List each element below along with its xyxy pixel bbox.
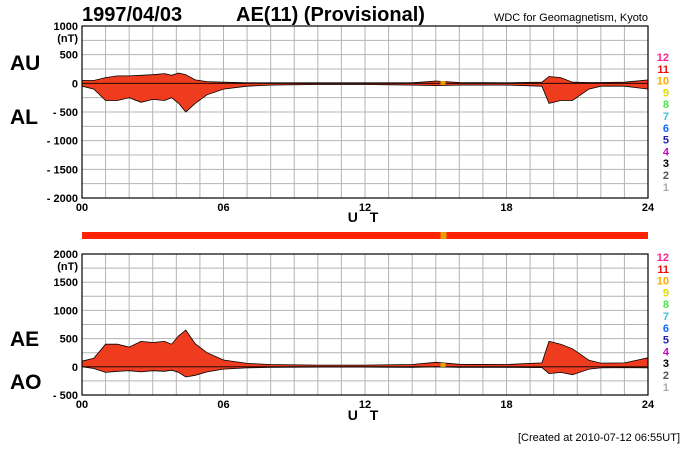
legend-label: 10 xyxy=(657,76,669,88)
y-tick-label: 500 xyxy=(60,334,78,346)
x-tick-label: 18 xyxy=(500,399,512,411)
x-tick-label: 24 xyxy=(642,202,655,214)
legend-label: 2 xyxy=(663,170,669,182)
legend-label: 12 xyxy=(657,252,669,264)
legend-label: 2 xyxy=(663,370,669,382)
legend-label: 6 xyxy=(663,123,669,135)
series-label-au: AU xyxy=(10,52,40,75)
y-tick-label: 0 xyxy=(72,362,78,374)
x-tick-label: 12 xyxy=(359,399,371,411)
y-tick-label: - 2000 xyxy=(47,193,78,205)
plot-frame xyxy=(81,25,649,199)
station-count-marker xyxy=(440,232,447,239)
y-unit-label: (nT) xyxy=(57,261,78,273)
y-unit-label: (nT) xyxy=(57,33,78,45)
legend-label: 11 xyxy=(657,64,669,76)
date-title: 1997/04/03 xyxy=(82,4,183,26)
series-label-al: AL xyxy=(10,106,38,129)
y-tick-label: 2000 xyxy=(54,249,78,261)
y-tick-label: 1000 xyxy=(54,305,78,317)
y-tick-label: 0 xyxy=(72,78,78,90)
series-label-ae: AE xyxy=(10,328,39,351)
legend-label: 4 xyxy=(663,146,670,158)
x-tick-label: 00 xyxy=(76,202,88,214)
y-tick-label: 1500 xyxy=(54,277,78,289)
y-tick-label: - 500 xyxy=(53,107,78,119)
y-tick-label: 500 xyxy=(60,50,78,62)
x-tick-label: 24 xyxy=(642,399,655,411)
legend-label: 11 xyxy=(657,264,669,276)
x-tick-label: 06 xyxy=(217,399,229,411)
legend-label: 9 xyxy=(663,287,669,299)
y-tick-label: - 1500 xyxy=(47,164,78,176)
station-count-bar xyxy=(82,232,648,239)
x-tick-label: 06 xyxy=(217,202,229,214)
legend-label: 3 xyxy=(663,358,669,370)
legend-label: 3 xyxy=(663,158,669,170)
legend-label: 10 xyxy=(657,276,669,288)
legend-label: 9 xyxy=(663,87,669,99)
legend-label: 4 xyxy=(663,346,670,358)
legend-label: 1 xyxy=(663,382,669,394)
created-timestamp: [Created at 2010-07-12 06:55UT] xyxy=(517,432,680,444)
x-tick-label: 00 xyxy=(76,399,88,411)
x-tick-label: 18 xyxy=(500,202,512,214)
station-count-marker-top xyxy=(440,81,446,85)
legend-label: 1 xyxy=(663,182,669,194)
station-count-marker-bottom xyxy=(440,363,446,367)
legend-label: 6 xyxy=(663,323,669,335)
series-label-ao: AO xyxy=(10,371,42,394)
x-axis-label: U T xyxy=(348,407,383,423)
x-tick-label: 12 xyxy=(359,202,371,214)
organization-label: WDC for Geomagnetism, Kyoto xyxy=(493,12,648,24)
legend-label: 5 xyxy=(663,135,669,147)
plot-frame xyxy=(81,253,649,396)
legend-label: 5 xyxy=(663,335,669,347)
chart-title: AE(11) (Provisional) xyxy=(236,4,425,26)
y-tick-label: - 500 xyxy=(53,390,78,402)
x-axis-label: U T xyxy=(348,209,383,225)
legend-label: 8 xyxy=(663,99,669,111)
legend-label: 8 xyxy=(663,299,669,311)
y-tick-label: - 1000 xyxy=(47,136,78,148)
legend-label: 7 xyxy=(663,111,669,123)
y-tick-label: 1000 xyxy=(54,21,78,33)
legend-label: 12 xyxy=(657,52,669,64)
legend-label: 7 xyxy=(663,311,669,323)
